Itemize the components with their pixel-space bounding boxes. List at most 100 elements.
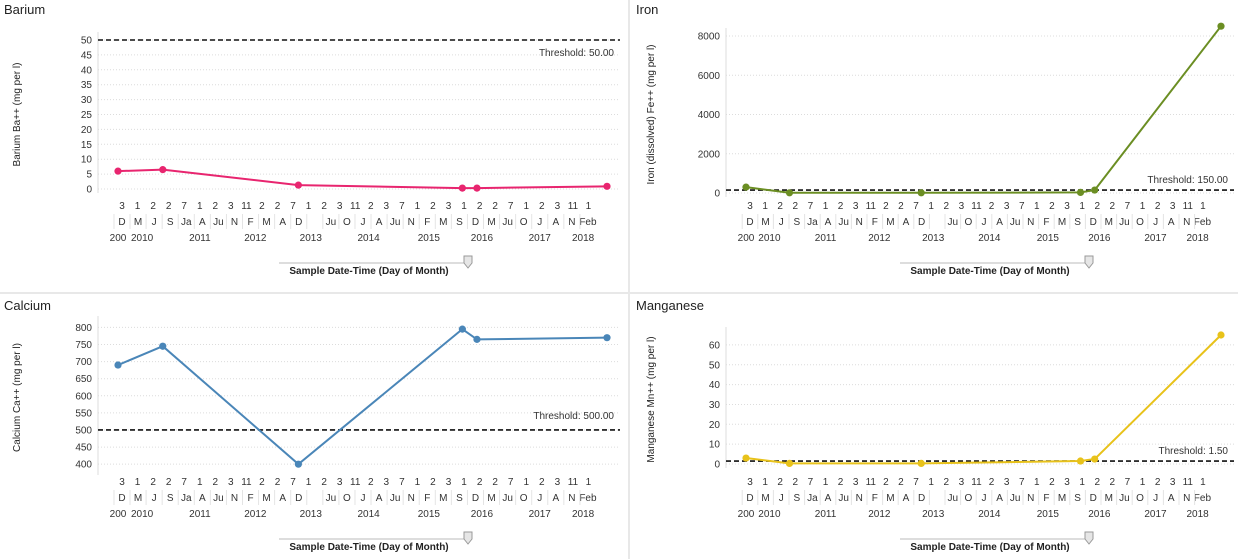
x-tick-month: M bbox=[761, 217, 769, 228]
x-tick-year: 2015 bbox=[1037, 233, 1060, 244]
x-tick-month: Ju bbox=[326, 217, 337, 228]
y-axis-label: Iron (dissolved) Fe++ (mg per l) bbox=[646, 44, 657, 184]
x-tick-month: F bbox=[872, 493, 878, 504]
x-tick-day: 2 bbox=[477, 477, 483, 488]
x-tick-day: 2 bbox=[430, 477, 436, 488]
x-tick-day: 1 bbox=[1079, 201, 1085, 212]
x-tick-day: 2 bbox=[838, 477, 844, 488]
x-tick-month: A bbox=[199, 493, 206, 504]
x-tick-day: 11 bbox=[568, 201, 579, 212]
data-point bbox=[917, 459, 925, 468]
x-tick-day: 2 bbox=[838, 201, 844, 212]
x-tick-month: A bbox=[825, 217, 832, 228]
x-tick-month: M bbox=[1105, 217, 1113, 228]
y-tick-label: 25 bbox=[81, 110, 93, 121]
y-tick-label: 500 bbox=[75, 425, 92, 436]
y-tick-label: 4000 bbox=[698, 110, 721, 121]
x-tick-day: 2 bbox=[793, 477, 799, 488]
y-tick-label: 30 bbox=[709, 400, 721, 411]
x-tick-year: 2014 bbox=[358, 509, 381, 520]
x-tick-month: Feb bbox=[1194, 493, 1212, 504]
y-tick-label: 0 bbox=[714, 460, 720, 471]
x-tick-month: A bbox=[1168, 493, 1175, 504]
x-tick-day: 3 bbox=[119, 201, 125, 212]
date-range-slider-handle bbox=[463, 255, 473, 269]
x-tick-day: 2 bbox=[539, 477, 545, 488]
x-tick-day: 7 bbox=[399, 477, 405, 488]
panel-divider-vertical bbox=[628, 0, 630, 559]
x-tick-month: J bbox=[537, 493, 542, 504]
y-axis-label: Calcium Ca++ (mg per l) bbox=[12, 343, 23, 452]
x-tick-year: 2018 bbox=[572, 233, 595, 244]
x-tick-day: 3 bbox=[446, 201, 452, 212]
x-tick-month: N bbox=[231, 493, 238, 504]
x-tick-month: Ju bbox=[390, 493, 401, 504]
x-tick-month: N bbox=[856, 493, 863, 504]
y-axis-label: Barium Ba++ (mg per l) bbox=[12, 63, 23, 167]
x-tick-day: 1 bbox=[135, 477, 141, 488]
x-tick-year: 2015 bbox=[418, 233, 441, 244]
x-tick-day: 2 bbox=[777, 477, 783, 488]
x-tick-month: F bbox=[424, 217, 430, 228]
x-tick-month: Feb bbox=[579, 217, 597, 228]
x-tick-year: 2018 bbox=[1186, 509, 1209, 520]
x-tick-month: F bbox=[247, 217, 253, 228]
x-tick-year: 2018 bbox=[572, 509, 595, 520]
x-tick-day: 2 bbox=[943, 201, 949, 212]
x-tick-month: M bbox=[1058, 493, 1066, 504]
x-axis-label: Sample Date-Time (Day of Month) bbox=[910, 266, 1069, 277]
x-tick-day: 1 bbox=[415, 201, 421, 212]
y-tick-label: 0 bbox=[714, 189, 720, 200]
x-tick-day: 1 bbox=[586, 201, 592, 212]
x-tick-month: Ju bbox=[326, 493, 337, 504]
data-point bbox=[159, 342, 167, 350]
data-point bbox=[1217, 22, 1225, 30]
x-tick-day: 11 bbox=[866, 201, 877, 212]
data-point bbox=[473, 184, 481, 192]
x-tick-day: 11 bbox=[350, 201, 361, 212]
x-tick-month: N bbox=[1183, 493, 1190, 504]
x-tick-day: 1 bbox=[197, 477, 203, 488]
x-tick-day: 7 bbox=[290, 201, 296, 212]
series-line bbox=[117, 168, 608, 190]
x-tick-month: A bbox=[1168, 217, 1175, 228]
x-tick-day: 2 bbox=[1155, 477, 1161, 488]
x-tick-day: 1 bbox=[928, 201, 934, 212]
x-tick-day: 7 bbox=[913, 201, 919, 212]
x-tick-day: 2 bbox=[777, 201, 783, 212]
x-tick-month: A bbox=[552, 493, 559, 504]
x-tick-day: 3 bbox=[1170, 201, 1176, 212]
x-tick-day: 2 bbox=[321, 201, 327, 212]
x-tick-year: 2016 bbox=[471, 509, 494, 520]
x-tick-month: M bbox=[487, 493, 495, 504]
data-point bbox=[114, 167, 122, 175]
x-tick-day: 1 bbox=[1200, 477, 1206, 488]
x-tick-day: 3 bbox=[853, 477, 859, 488]
x-tick-month: A bbox=[279, 217, 286, 228]
x-tick-day: 1 bbox=[197, 201, 203, 212]
x-tick-month: Ju bbox=[838, 217, 849, 228]
x-tick-day: 2 bbox=[943, 477, 949, 488]
x-tick-month: J bbox=[537, 217, 542, 228]
x-tick-month: N bbox=[231, 217, 238, 228]
data-point bbox=[473, 335, 481, 343]
x-tick-month: A bbox=[376, 217, 383, 228]
x-tick-month: A bbox=[996, 493, 1003, 504]
x-tick-month: D bbox=[295, 493, 302, 504]
x-tick-month: N bbox=[1183, 217, 1190, 228]
y-tick-label: 50 bbox=[81, 36, 93, 47]
x-tick-day: 11 bbox=[568, 477, 579, 488]
x-tick-day: 3 bbox=[747, 477, 753, 488]
x-tick-day: 7 bbox=[1125, 201, 1131, 212]
x-tick-month: M bbox=[262, 493, 270, 504]
data-point bbox=[1091, 455, 1099, 463]
x-tick-day: 1 bbox=[135, 201, 141, 212]
x-tick-day: 2 bbox=[150, 201, 156, 212]
x-tick-day: 2 bbox=[989, 201, 995, 212]
x-tick-month: Ju bbox=[948, 217, 959, 228]
data-point bbox=[917, 189, 925, 197]
x-tick-month: N bbox=[568, 217, 575, 228]
x-tick-month: N bbox=[408, 217, 415, 228]
x-tick-day: 11 bbox=[241, 201, 252, 212]
y-tick-label: 8000 bbox=[698, 32, 721, 43]
